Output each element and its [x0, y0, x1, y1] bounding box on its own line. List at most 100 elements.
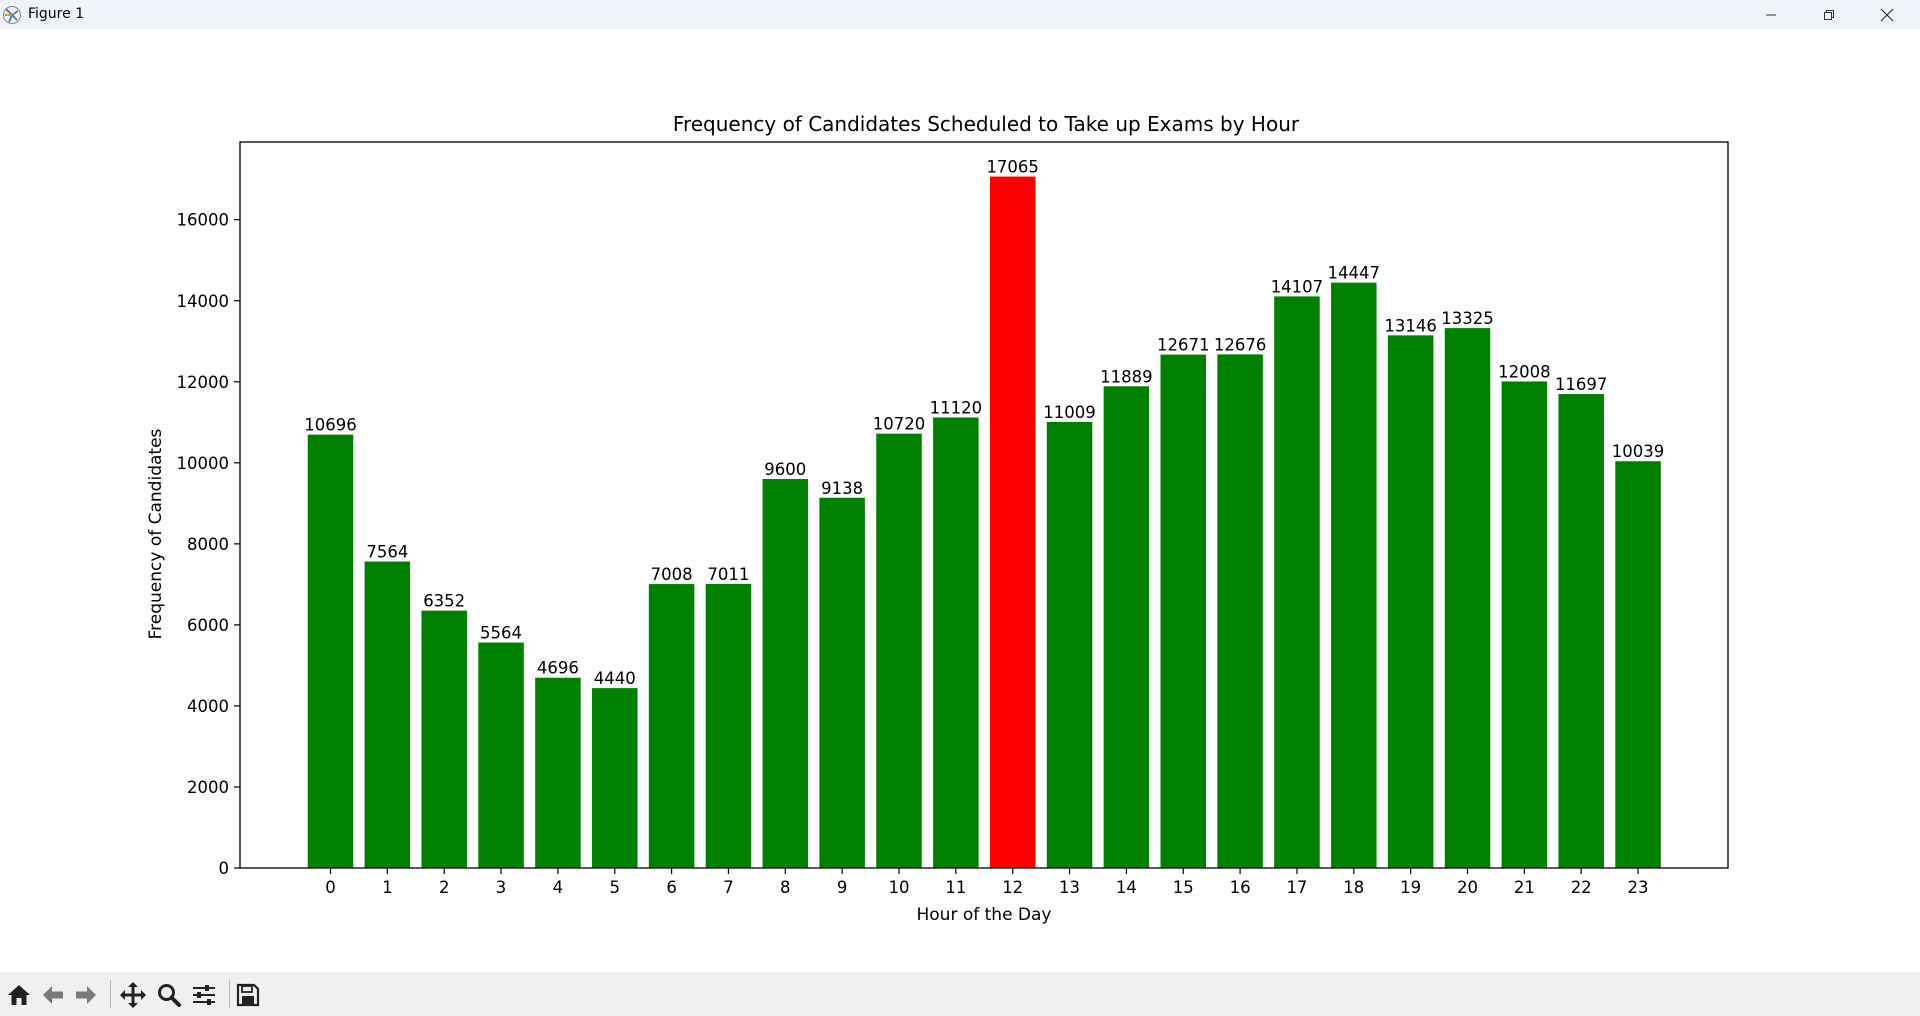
- save-button[interactable]: [233, 980, 263, 1010]
- bar-hour-20: [1444, 328, 1491, 869]
- bar-value-label: 6352: [423, 592, 465, 611]
- y-tick-label: 14000: [177, 292, 230, 311]
- configure-subplots-button[interactable]: [189, 980, 219, 1010]
- home-button[interactable]: [4, 980, 34, 1010]
- forward-icon: [76, 986, 96, 1004]
- bar-value-label: 7011: [707, 565, 749, 584]
- x-tick-label: 12: [1002, 878, 1023, 897]
- close-button[interactable]: [1858, 0, 1916, 29]
- x-tick-label: 20: [1457, 878, 1478, 897]
- y-tick-label: 10000: [177, 454, 230, 473]
- pan-icon: [120, 982, 146, 1008]
- y-tick-label: 2000: [187, 778, 229, 797]
- bar-hour-18: [1331, 282, 1377, 868]
- window-title: Figure 1: [28, 6, 85, 22]
- bar-value-label: 5564: [480, 624, 522, 643]
- bar-hour-1: [364, 561, 411, 868]
- bar-value-label: 11120: [930, 398, 983, 417]
- bar-hour-14: [1103, 386, 1150, 868]
- bar-hour-8: [762, 479, 809, 868]
- x-tick-label: 9: [837, 878, 848, 897]
- x-tick-label: 17: [1286, 878, 1307, 897]
- bar-hour-5: [592, 688, 638, 868]
- x-tick-label: 15: [1173, 878, 1194, 897]
- chart-title: Frequency of Candidates Scheduled to Tak…: [673, 112, 1300, 136]
- restore-icon: [1824, 9, 1834, 20]
- bar-hour-11: [933, 417, 979, 868]
- minimize-button[interactable]: [1742, 0, 1800, 29]
- x-tick-label: 22: [1571, 878, 1592, 897]
- bar-value-label: 10720: [873, 415, 926, 434]
- x-tick-label: 18: [1343, 878, 1364, 897]
- bar-hour-9: [819, 497, 865, 868]
- window-titlebar: Figure 1: [0, 0, 1920, 29]
- x-tick-label: 11: [945, 878, 966, 897]
- zoom-icon: [158, 984, 181, 1007]
- bar-hour-22: [1558, 394, 1604, 868]
- x-tick-label: 4: [553, 878, 564, 897]
- bar-value-label: 12676: [1214, 335, 1267, 354]
- bar-hour-2: [421, 610, 467, 868]
- bar-hour-17: [1274, 296, 1320, 868]
- x-tick-label: 8: [780, 878, 791, 897]
- bar-value-label: 11009: [1043, 403, 1096, 422]
- pan-button[interactable]: [118, 980, 148, 1010]
- minimize-icon: [1766, 14, 1776, 15]
- toolbar-separator: [110, 980, 111, 1008]
- close-icon: [1880, 8, 1894, 21]
- home-icon: [8, 985, 30, 1005]
- x-tick-label: 7: [723, 878, 734, 897]
- x-tick-label: 19: [1400, 878, 1421, 897]
- bar-value-label: 10696: [304, 416, 357, 435]
- save-icon: [236, 983, 260, 1007]
- back-icon: [43, 986, 63, 1004]
- bar-hour-10: [876, 433, 922, 868]
- x-tick-label: 13: [1059, 878, 1080, 897]
- x-tick-label: 16: [1230, 878, 1251, 897]
- bar-chart: Frequency of Candidates Scheduled to Tak…: [146, 112, 1729, 925]
- zoom-button[interactable]: [154, 980, 184, 1010]
- bar-value-label: 13325: [1441, 309, 1494, 328]
- x-tick-label: 21: [1514, 878, 1535, 897]
- y-tick-label: 0: [219, 859, 230, 878]
- y-tick-label: 12000: [177, 373, 230, 392]
- x-tick-label: 6: [666, 878, 677, 897]
- bar-hour-7: [705, 583, 752, 868]
- bar-value-label: 10039: [1612, 442, 1665, 461]
- bar-hour-3: [478, 642, 524, 868]
- y-axis-label: Frequency of Candidates: [146, 428, 166, 639]
- axis-ticks-group: 0 1 2 3 4 5 6 7 8 9 10 11 12 13 14 15 16 17 18 19 20 21 22 2302…: [177, 211, 1649, 897]
- bar-hour-13: [1046, 421, 1093, 868]
- x-tick-label: 14: [1116, 878, 1137, 897]
- configure-subplots-icon: [193, 985, 215, 1005]
- navigation-toolbar: [0, 972, 1920, 1016]
- back-button[interactable]: [38, 980, 68, 1010]
- bar-value-label: 11889: [1100, 367, 1153, 386]
- y-tick-label: 16000: [177, 211, 230, 230]
- bar-value-label: 7564: [366, 543, 408, 562]
- bar-hour-12: [989, 176, 1036, 868]
- forward-button[interactable]: [71, 980, 101, 1010]
- bar-value-label: 7008: [651, 565, 693, 584]
- bar-value-label: 17065: [986, 158, 1039, 177]
- x-axis-label: Hour of the Day: [916, 905, 1051, 925]
- bar-value-label: 9600: [764, 460, 806, 479]
- bars-group: 10696 7564 6352 5564 4696 4440 7008 7011 9600 913…: [304, 158, 1665, 869]
- bar-value-label: 12671: [1157, 336, 1210, 355]
- x-tick-label: 3: [496, 878, 507, 897]
- bar-value-label: 14107: [1271, 277, 1324, 296]
- bar-hour-4: [535, 677, 581, 868]
- bar-value-label: 4696: [537, 659, 579, 678]
- x-tick-label: 2: [439, 878, 450, 897]
- bar-hour-21: [1501, 381, 1548, 868]
- bar-hour-0: [307, 434, 354, 868]
- figure-canvas[interactable]: Frequency of Candidates Scheduled to Tak…: [0, 29, 1920, 972]
- restore-button[interactable]: [1800, 0, 1858, 29]
- x-tick-label: 1: [382, 878, 393, 897]
- x-tick-label: 23: [1628, 878, 1649, 897]
- y-tick-label: 4000: [187, 697, 229, 716]
- bar-value-label: 4440: [594, 669, 636, 688]
- plot-area-frame: [239, 141, 1729, 869]
- bar-value-label: 12008: [1498, 362, 1551, 381]
- bar-hour-19: [1387, 335, 1434, 869]
